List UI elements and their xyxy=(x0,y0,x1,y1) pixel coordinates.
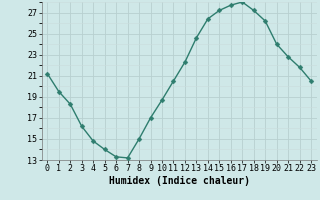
X-axis label: Humidex (Indice chaleur): Humidex (Indice chaleur) xyxy=(109,176,250,186)
